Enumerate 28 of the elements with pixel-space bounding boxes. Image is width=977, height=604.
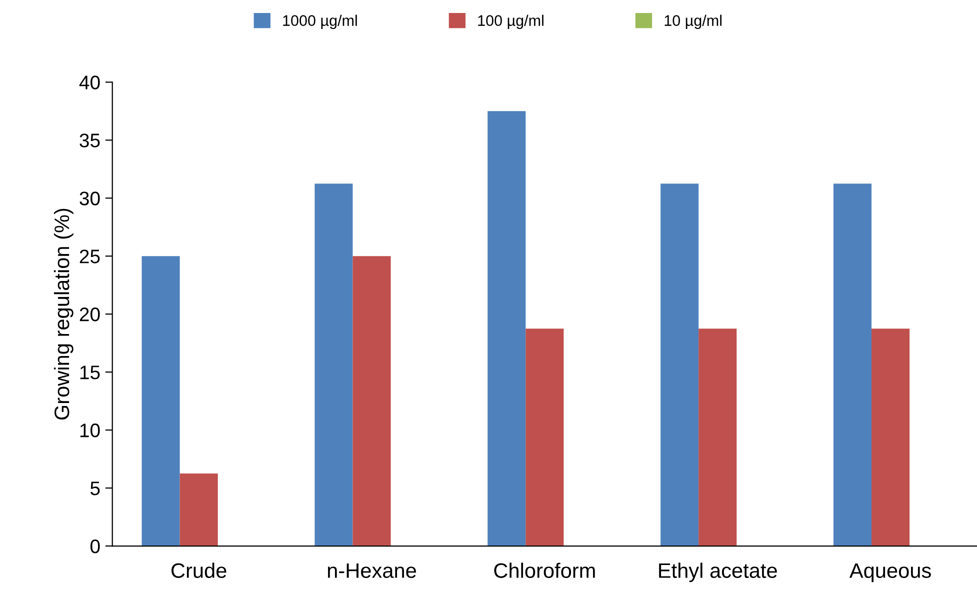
x-tick-label: Aqueous xyxy=(849,563,931,582)
bar xyxy=(526,328,564,546)
bar xyxy=(698,328,737,546)
bar xyxy=(142,256,180,546)
x-tick-label: n-Hexane xyxy=(328,563,416,578)
y-tick-label: 20 xyxy=(80,308,100,322)
y-axis-title: Growing regulation (%) xyxy=(54,208,74,420)
y-tick-label: 30 xyxy=(80,192,100,206)
bar xyxy=(833,184,872,546)
bar xyxy=(660,184,699,546)
y-tick-label: 10 xyxy=(80,424,100,438)
y-tick-label: 25 xyxy=(80,250,100,264)
y-tick-label: 5 xyxy=(90,482,100,496)
bar xyxy=(488,111,526,546)
bar xyxy=(180,474,218,546)
y-tick-label: 15 xyxy=(80,366,100,380)
bar xyxy=(872,328,910,546)
legend-label: 10 µg/ml xyxy=(664,14,722,29)
legend-label: 100 µg/ml xyxy=(478,14,544,29)
bar xyxy=(352,256,391,546)
y-tick-label: 35 xyxy=(80,134,100,148)
x-tick-label: Chloroform xyxy=(494,562,595,578)
bar xyxy=(314,184,353,546)
y-tick-label: 40 xyxy=(79,76,100,90)
x-tick-label: Ethyl acetate xyxy=(659,562,777,582)
x-tick-label: Crude xyxy=(172,562,226,578)
y-tick-label: 0 xyxy=(90,539,100,554)
legend-label: 1000 µg/ml xyxy=(283,14,357,29)
